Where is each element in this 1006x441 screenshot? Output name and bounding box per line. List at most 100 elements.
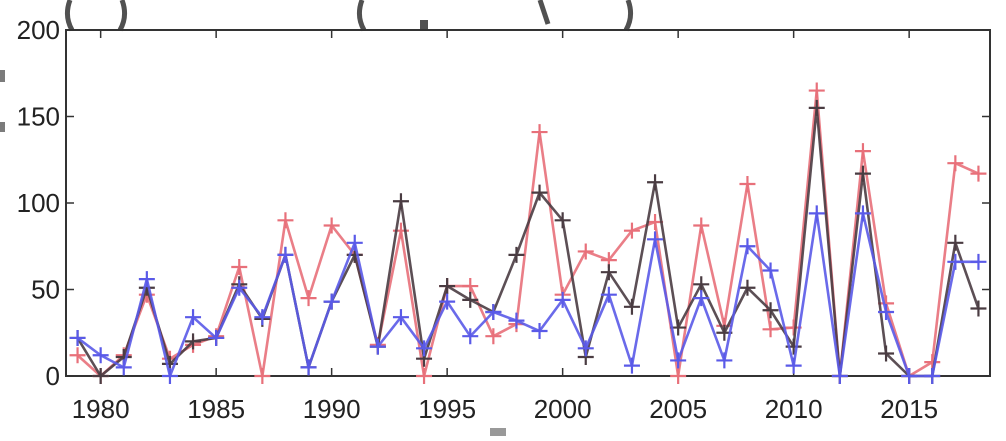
x-tick-label: 1995	[418, 394, 476, 424]
data-point-marker	[323, 293, 340, 310]
data-point-marker	[392, 309, 409, 326]
data-point-marker	[970, 253, 987, 270]
data-point-marker	[439, 278, 456, 295]
plot-frame	[65, 29, 991, 377]
cropped-xlabel-fragment	[490, 428, 506, 436]
data-point-marker	[947, 253, 964, 270]
data-point-marker	[670, 368, 687, 384]
data-point-marker	[277, 212, 294, 229]
data-point-marker	[762, 262, 779, 279]
data-point-marker	[670, 352, 687, 369]
data-point-marker	[762, 321, 779, 338]
data-point-marker	[531, 124, 548, 141]
x-tick-label: 1990	[303, 394, 361, 424]
data-point-marker	[854, 165, 871, 182]
data-point-marker	[531, 184, 548, 201]
y-tick-label: 50	[31, 275, 60, 305]
series-blue	[69, 205, 987, 384]
axes: 1980 1985 1990 1995 2000 2005 2010 2015 0 50 100 15…	[17, 15, 991, 424]
data-point-marker	[970, 165, 987, 182]
data-point-marker	[254, 309, 271, 326]
data-point-marker	[185, 333, 202, 350]
data-point-marker	[554, 291, 571, 308]
x-tick-label: 2005	[649, 394, 707, 424]
data-point-marker	[416, 340, 433, 357]
y-tick-label: 200	[17, 15, 60, 45]
data-point-marker	[369, 338, 386, 355]
data-point-marker	[69, 347, 86, 364]
data-point-marker	[508, 246, 525, 263]
data-point-marker	[600, 264, 617, 281]
data-point-marker	[970, 300, 987, 317]
data-point-marker	[231, 279, 248, 296]
data-point-marker	[208, 329, 225, 346]
data-point-marker	[439, 293, 456, 310]
data-point-marker	[462, 291, 479, 308]
data-point-marker	[947, 155, 964, 172]
x-tick-label: 1985	[187, 394, 245, 424]
cropped-title-fragment	[64, 0, 634, 32]
data-point-marker	[808, 82, 825, 99]
cropped-ylabel-fragment	[0, 70, 5, 132]
data-point-marker	[878, 345, 895, 362]
data-point-marker	[138, 271, 155, 288]
x-tick-label: 2010	[765, 394, 823, 424]
series-line	[76, 212, 979, 378]
data-point-marker	[901, 368, 918, 384]
data-point-marker	[924, 368, 941, 384]
data-point-marker	[92, 347, 109, 364]
data-point-marker	[739, 175, 756, 192]
y-tick-label: 0	[46, 361, 60, 391]
data-point-marker	[485, 328, 502, 345]
x-tick-label: 2000	[534, 394, 592, 424]
data-point-marker	[577, 340, 594, 357]
data-point-marker	[647, 174, 664, 191]
data-point-marker	[693, 290, 710, 307]
data-point-marker	[623, 222, 640, 239]
y-tick-label: 100	[17, 188, 60, 218]
data-point-marker	[831, 368, 848, 384]
data-point-marker	[693, 217, 710, 234]
data-point-marker	[693, 276, 710, 293]
data-point-marker	[854, 143, 871, 160]
data-point-marker	[416, 368, 433, 384]
data-point-marker	[647, 231, 664, 248]
series-group	[69, 82, 987, 384]
data-point-marker	[762, 302, 779, 319]
data-point-marker	[739, 238, 756, 255]
series-dark	[69, 99, 987, 384]
data-point-marker	[323, 217, 340, 234]
x-tick-label: 2015	[880, 394, 938, 424]
data-point-marker	[785, 357, 802, 374]
data-point-marker	[808, 99, 825, 116]
y-tick-label: 150	[17, 102, 60, 132]
data-point-marker	[462, 328, 479, 345]
data-point-marker	[577, 243, 594, 260]
data-point-marker	[346, 234, 363, 251]
data-point-marker	[277, 246, 294, 263]
data-point-marker	[623, 298, 640, 315]
data-point-marker	[531, 323, 548, 340]
data-point-marker	[878, 303, 895, 320]
data-point-marker	[300, 290, 317, 307]
data-point-marker	[716, 352, 733, 369]
data-point-marker	[600, 286, 617, 303]
data-point-marker	[300, 359, 317, 376]
data-point-marker	[462, 278, 479, 295]
data-point-marker	[254, 368, 271, 384]
data-point-marker	[69, 329, 86, 346]
data-point-marker	[924, 354, 941, 371]
data-point-marker	[161, 368, 178, 384]
data-point-marker	[185, 309, 202, 326]
data-point-marker	[231, 259, 248, 276]
data-point-marker	[92, 368, 109, 384]
data-point-marker	[808, 205, 825, 222]
data-point-marker	[392, 193, 409, 210]
data-point-marker	[854, 205, 871, 222]
data-point-marker	[115, 359, 132, 376]
data-point-marker	[554, 212, 571, 229]
data-point-marker	[739, 279, 756, 296]
data-point-marker	[623, 357, 640, 374]
